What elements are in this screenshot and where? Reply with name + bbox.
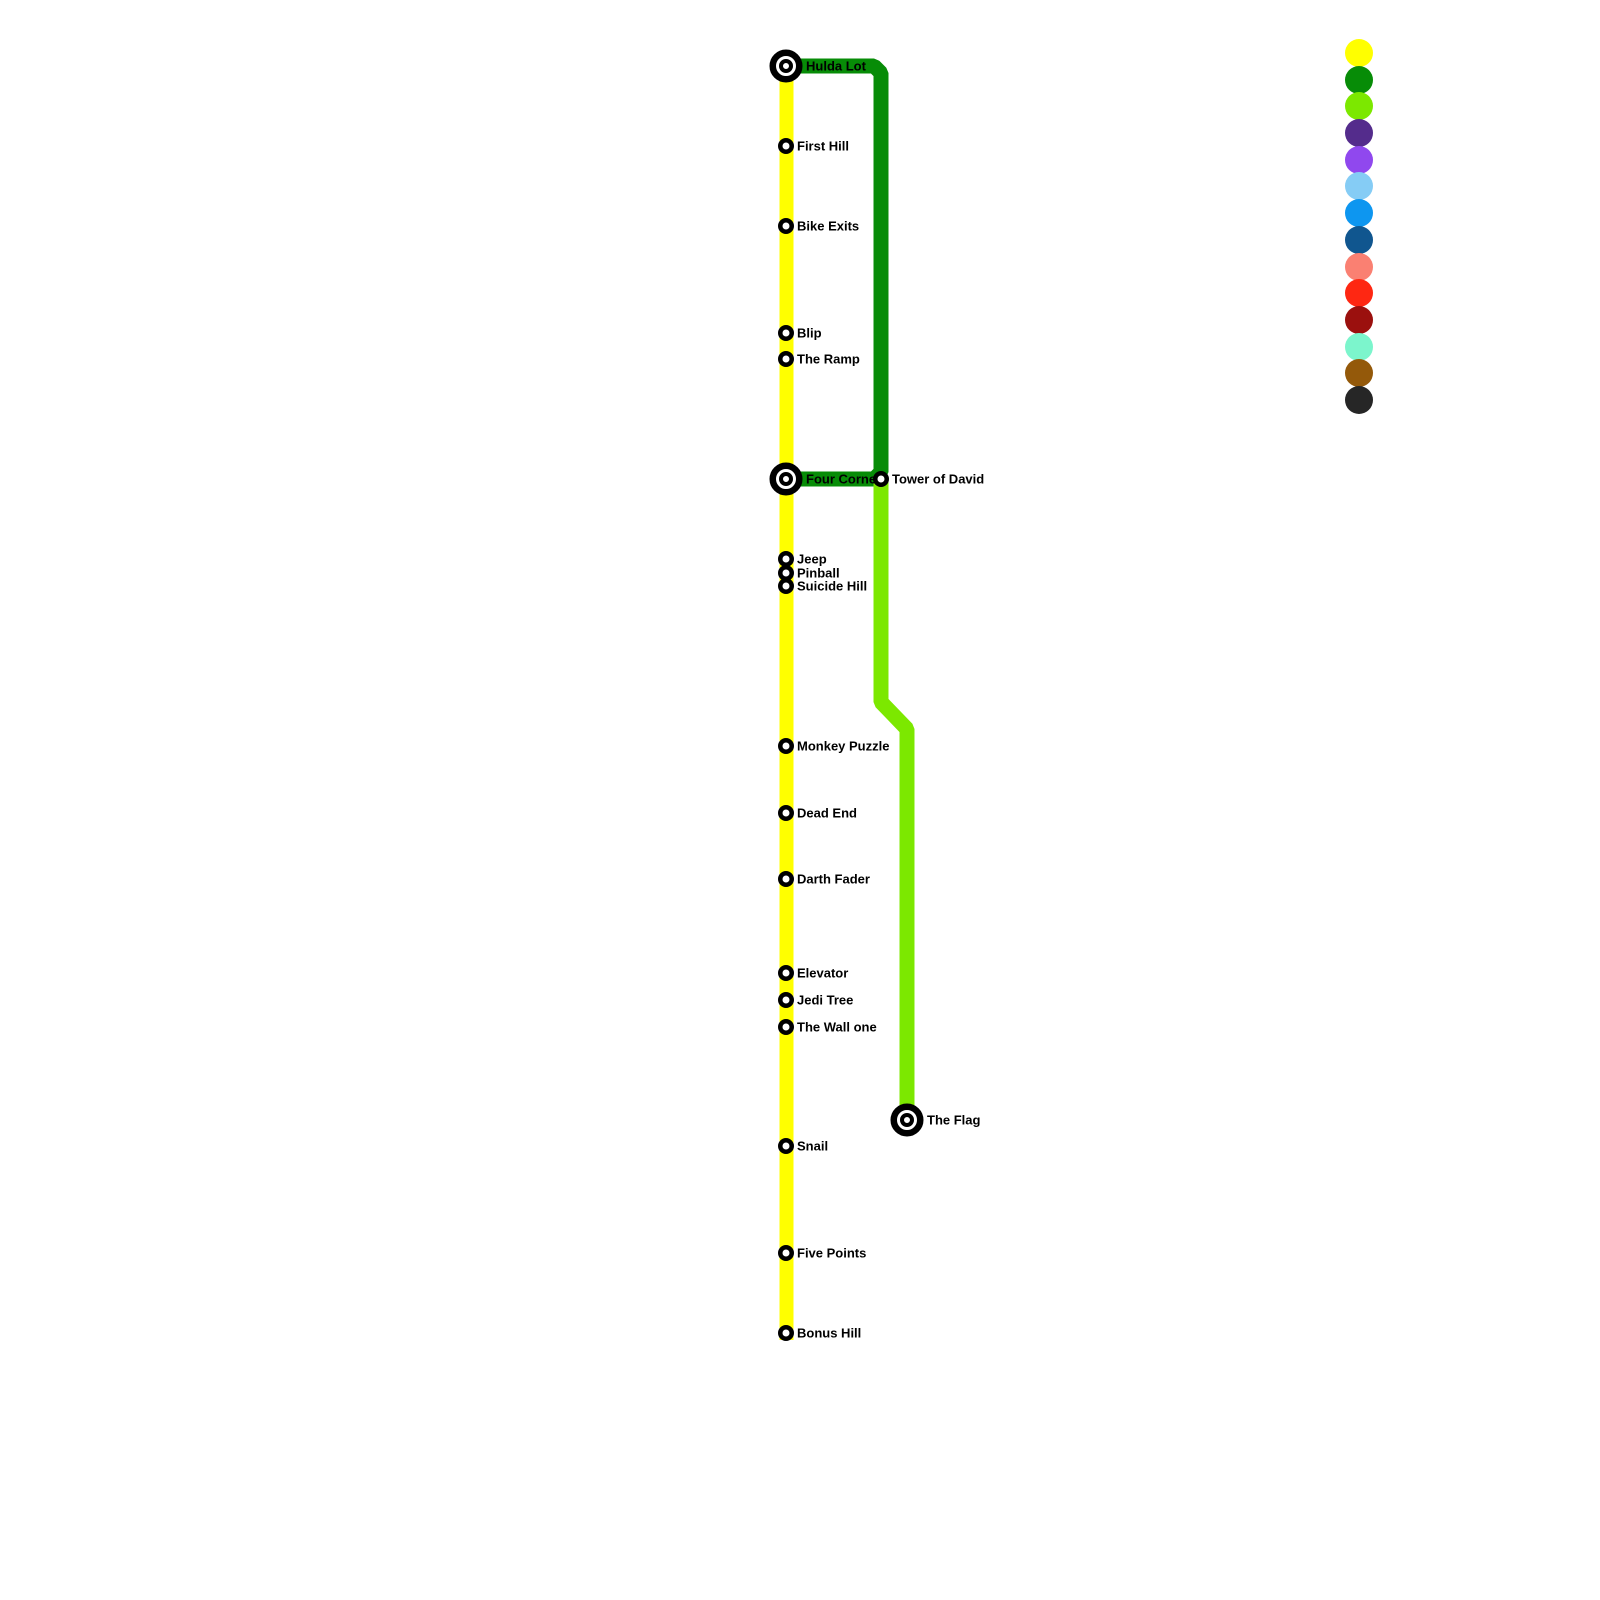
station-label-suicide-hill: Suicide Hill	[797, 579, 867, 594]
station-tower-of-david	[873, 471, 889, 487]
station-darth-fader	[778, 871, 794, 887]
station-label-snail: Snail	[797, 1139, 828, 1154]
station-label-four-corners: Four Corners	[806, 472, 888, 487]
station-label-the-wall-one: The Wall one	[797, 1020, 877, 1035]
station-bike-exits	[778, 218, 794, 234]
station-first-hill	[778, 138, 794, 154]
station-jeep	[778, 551, 794, 567]
station-label-monkey-puzzle: Monkey Puzzle	[797, 739, 889, 754]
station-label-the-flag: The Flag	[927, 1113, 981, 1128]
station-blip	[778, 325, 794, 341]
legend-swatch-violet	[1345, 146, 1373, 174]
station-suicide-hill	[778, 578, 794, 594]
station-dead-end	[778, 805, 794, 821]
station-label-pinball: Pinball	[797, 566, 840, 581]
station-jedi-tree	[778, 992, 794, 1008]
station-label-bonus-hill: Bonus Hill	[797, 1326, 861, 1341]
station-the-flag	[890, 1103, 924, 1137]
interchange-marker-center	[779, 59, 793, 73]
legend-swatch-light-green	[1345, 92, 1373, 120]
legend-swatch-dark-purple	[1345, 119, 1373, 147]
station-snail	[778, 1138, 794, 1154]
station-the-wall-one	[778, 1019, 794, 1035]
station-pinball	[778, 565, 794, 581]
station-label-five-points: Five Points	[797, 1246, 866, 1261]
station-label-blip: Blip	[797, 326, 822, 341]
legend-swatch-aquamarine	[1345, 333, 1373, 361]
station-hulda-lot	[769, 49, 803, 83]
legend-swatch-blue	[1345, 199, 1373, 227]
interchange-marker-center	[900, 1113, 914, 1127]
legend-swatch-yellow	[1345, 39, 1373, 67]
legend-swatch-dark-red	[1345, 306, 1373, 334]
legend-swatch-green	[1345, 66, 1373, 94]
legend-swatch-black	[1345, 386, 1373, 414]
station-label-bike-exits: Bike Exits	[797, 219, 859, 234]
station-five-points	[778, 1245, 794, 1261]
station-label-tower-of-david: Tower of David	[892, 472, 984, 487]
station-label-first-hill: First Hill	[797, 139, 849, 154]
legend-swatch-brown	[1345, 359, 1373, 387]
station-elevator	[778, 965, 794, 981]
station-label-jedi-tree: Jedi Tree	[797, 993, 853, 1008]
interchange-marker-center	[779, 472, 793, 486]
light-green-line	[873, 479, 915, 1120]
green-line	[786, 58, 889, 487]
station-label-the-ramp: The Ramp	[797, 352, 860, 367]
legend-swatch-salmon	[1345, 253, 1373, 281]
station-four-corners	[769, 462, 803, 496]
station-label-dead-end: Dead End	[797, 806, 857, 821]
station-label-hulda-lot: Hulda Lot	[806, 59, 867, 74]
legend	[1345, 39, 1373, 414]
station-label-darth-fader: Darth Fader	[797, 872, 870, 887]
station-bonus-hill	[778, 1325, 794, 1341]
station-the-ramp	[778, 351, 794, 367]
station-label-jeep: Jeep	[797, 552, 827, 567]
station-label-elevator: Elevator	[797, 966, 848, 981]
legend-swatch-dark-blue	[1345, 226, 1373, 254]
station-monkey-puzzle	[778, 738, 794, 754]
legend-swatch-red	[1345, 279, 1373, 307]
legend-swatch-sky-blue	[1345, 172, 1373, 200]
